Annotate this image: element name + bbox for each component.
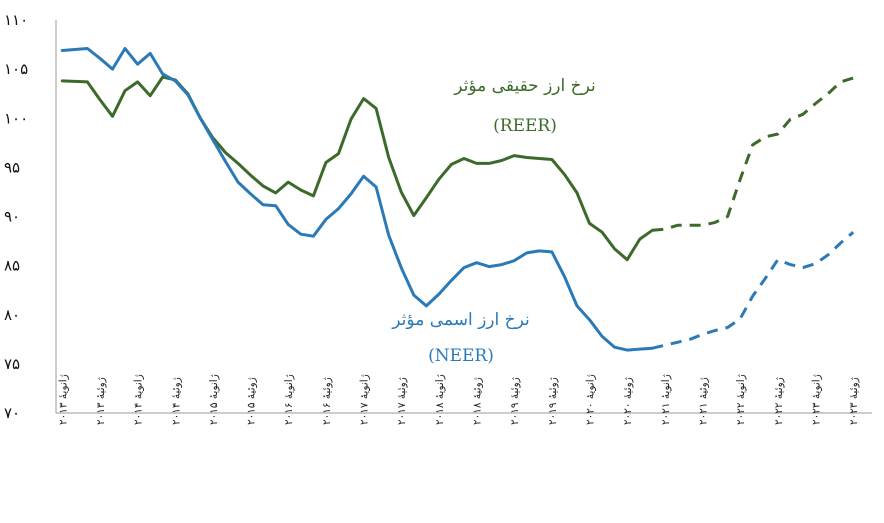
series-0-actual-line bbox=[60, 75, 654, 262]
x-tick-label: ژوئیهٔ ۲۰۲۲ bbox=[773, 377, 785, 425]
x-tick-label: ژانویهٔ ۲۰۱۵ bbox=[208, 374, 220, 425]
x-tick-label: ژانویهٔ ۲۰۱۳ bbox=[57, 374, 69, 425]
x-tick-label: ژانویهٔ ۲۰۱۴ bbox=[133, 374, 145, 425]
x-tick-label: ژانویهٔ ۲۰۲۱ bbox=[660, 374, 672, 425]
y-tick-label: ۱۰۵ bbox=[4, 60, 28, 78]
x-tick-label: ژوئیهٔ ۲۰۲۰ bbox=[622, 377, 634, 425]
x-tick-label: ژوئیهٔ ۲۰۱۴ bbox=[170, 377, 182, 425]
x-tick-label: ژوئیهٔ ۲۰۱۳ bbox=[95, 377, 107, 425]
series-1-actual-line bbox=[60, 47, 654, 352]
x-tick-label: ژانویهٔ ۲۰۲۲ bbox=[735, 374, 747, 425]
y-tick-label: ۸۵ bbox=[4, 257, 20, 275]
x-tick-label: ژانویهٔ ۲۰۱۷ bbox=[359, 374, 371, 425]
y-tick-label: ۷۵ bbox=[4, 355, 20, 373]
x-tick-label: ژوئیهٔ ۲۰۱۶ bbox=[321, 377, 333, 425]
x-tick-label: ژوئیهٔ ۲۰۲۱ bbox=[698, 377, 710, 425]
y-tick-label: ۱۱۰ bbox=[4, 11, 28, 29]
y-tick-label: ۹۵ bbox=[4, 158, 20, 176]
x-tick-label: ژانویهٔ ۲۰۱۶ bbox=[283, 374, 295, 425]
series-1-projection-line bbox=[651, 231, 855, 350]
series-0-projection-line bbox=[652, 76, 854, 232]
neer-label-line2: (NEER) bbox=[428, 346, 494, 366]
reer-label-line1: نرخ ارز حقیقی مؤثر bbox=[453, 76, 595, 96]
x-tick-label: ژوئیهٔ ۲۰۱۹ bbox=[509, 377, 521, 425]
y-tick-label: ۱۰۰ bbox=[4, 109, 28, 127]
x-axis: ژانویهٔ ۲۰۱۳ ژوئیهٔ ۲۰۱۳ ژانویهٔ ۲۰۱۴ ژوئیه… bbox=[57, 374, 860, 425]
y-tick-label: ۷۰ bbox=[4, 404, 20, 422]
x-tick-label: ژوئیهٔ ۲۰۱۸ bbox=[472, 377, 484, 425]
y-tick-label: ۹۰ bbox=[4, 208, 20, 226]
y-axis: ۷۰ ۷۵ ۸۰ ۸۵ ۹۰ ۹۵ ۱۰۰ ۱۰۵ ۱۱۰ bbox=[4, 11, 872, 422]
y-tick-label: ۸۰ bbox=[4, 306, 20, 324]
x-tick-label: ژوئیهٔ ۲۰۱۹ bbox=[547, 377, 559, 425]
series-layer bbox=[60, 47, 855, 352]
x-tick-label: ژوئیهٔ ۲۰۱۷ bbox=[396, 377, 408, 425]
neer-label-line1: نرخ ارز اسمی مؤثر bbox=[391, 310, 529, 330]
reer-label-line2: (REER) bbox=[493, 116, 557, 136]
x-tick-label: ژوئیهٔ ۲۰۲۳ bbox=[848, 377, 860, 425]
x-tick-label: ژانویهٔ ۲۰۱۸ bbox=[434, 374, 446, 425]
x-tick-label: ژانویهٔ ۲۰۲۰ bbox=[585, 374, 597, 425]
x-tick-label: ژوئیهٔ ۲۰۱۵ bbox=[246, 377, 258, 425]
x-tick-label: ژانویهٔ ۲۰۲۳ bbox=[811, 374, 823, 425]
